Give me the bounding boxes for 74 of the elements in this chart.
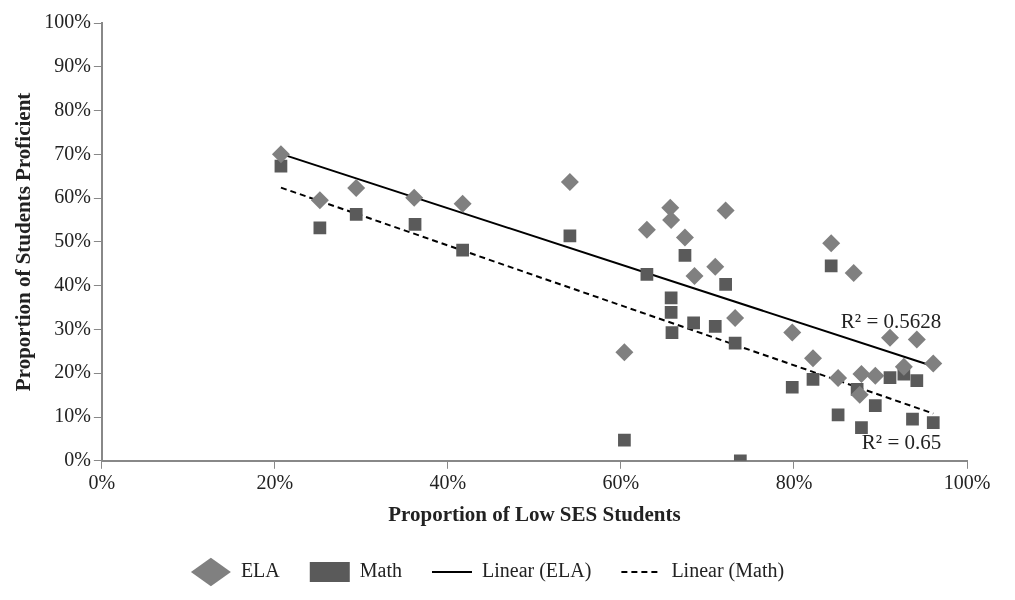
y-tick-label: 80% — [54, 97, 91, 120]
annotation: R² = 0.65 — [861, 430, 942, 455]
y-tick-label: 100% — [44, 10, 91, 33]
y-tick-label: 20% — [54, 360, 91, 383]
y-tick-label: 0% — [64, 448, 91, 471]
point — [453, 194, 472, 213]
point — [408, 218, 422, 231]
point — [926, 416, 940, 430]
x-axis-title: Proportion of Low SES Students — [388, 501, 681, 526]
point — [708, 320, 722, 333]
point — [347, 179, 366, 198]
y-tick-label: 60% — [54, 185, 91, 208]
point — [906, 412, 919, 426]
y-tick-label: 10% — [54, 404, 91, 427]
point — [829, 369, 848, 388]
x-tick-label: 20% — [256, 471, 294, 494]
point — [349, 207, 363, 221]
point — [866, 366, 885, 385]
point — [924, 354, 943, 373]
point — [852, 365, 871, 384]
point — [310, 191, 329, 210]
y-tick-label: 90% — [54, 54, 91, 77]
y-tick-label: 50% — [54, 229, 91, 252]
point — [271, 145, 290, 164]
point — [563, 229, 577, 243]
y-tick-label: 40% — [54, 272, 91, 295]
point — [824, 259, 838, 273]
point — [678, 249, 692, 262]
point — [868, 399, 882, 412]
point — [637, 220, 656, 239]
point — [640, 267, 654, 281]
point — [560, 172, 579, 191]
point — [618, 433, 631, 447]
legend-label: Linear (Math) — [671, 559, 785, 583]
point — [405, 188, 424, 207]
point — [665, 326, 679, 339]
point — [883, 371, 897, 384]
point — [804, 349, 823, 368]
annotation: R² = 0.5628 — [840, 308, 942, 333]
y-tick-label: 30% — [54, 316, 91, 339]
point — [615, 343, 634, 362]
point — [685, 267, 704, 286]
point — [687, 316, 700, 330]
point — [783, 323, 802, 342]
point — [910, 374, 924, 388]
point — [726, 309, 745, 328]
point — [662, 211, 681, 230]
point — [664, 306, 678, 319]
point — [822, 234, 841, 253]
point — [907, 330, 926, 349]
x-tick-label: 100% — [943, 471, 991, 494]
point — [785, 380, 799, 394]
point — [894, 357, 913, 376]
x-tick-label: 60% — [602, 471, 640, 494]
legend-label: Math — [359, 559, 402, 582]
point — [716, 201, 735, 220]
x-tick-label: 80% — [775, 471, 813, 494]
legend-label: ELA — [240, 559, 281, 582]
x-tick-label: 40% — [429, 471, 467, 494]
point — [850, 385, 869, 404]
point — [456, 243, 469, 257]
point — [728, 336, 742, 350]
point — [844, 263, 863, 282]
point — [881, 328, 899, 347]
point — [831, 408, 845, 422]
legend-label: Linear (ELA) — [481, 559, 592, 583]
y-tick-label: 70% — [54, 141, 91, 164]
point — [706, 257, 725, 276]
point — [675, 228, 694, 247]
point — [806, 373, 820, 386]
y-axis-title: Proportion of Students Proficient — [11, 92, 36, 392]
point — [855, 421, 868, 434]
x-tick-label: 0% — [88, 471, 116, 494]
point — [719, 278, 732, 291]
